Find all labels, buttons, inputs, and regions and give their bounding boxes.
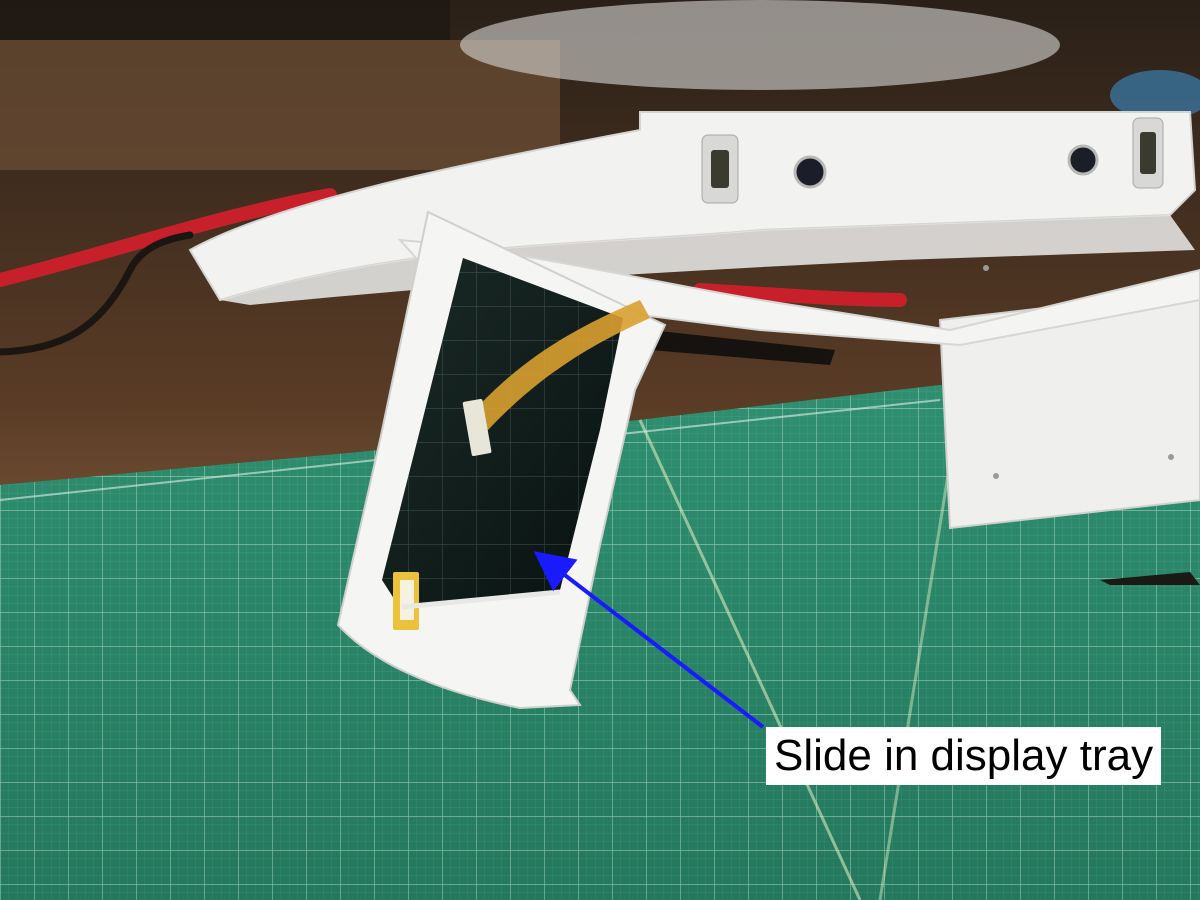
annotation-arrow	[533, 551, 765, 729]
display-bottom-edge	[401, 589, 561, 610]
sensor-right-window	[1140, 132, 1156, 174]
blurred-dark-area	[0, 0, 450, 40]
blurred-blue-object	[1110, 70, 1200, 120]
blurred-shelf	[0, 40, 560, 170]
flex-connector	[462, 398, 492, 456]
red-cable	[0, 188, 337, 287]
annotation-label: Slide in display tray	[766, 727, 1162, 785]
camera-left	[793, 155, 827, 189]
blurred-white-object	[460, 0, 1060, 90]
housing-hole-1	[993, 473, 999, 479]
serial-label-barcode	[400, 580, 414, 620]
flex-cable	[470, 300, 650, 430]
mat-light-line	[638, 419, 862, 900]
screwdriver-tip	[1100, 572, 1200, 585]
sensor-left-window	[711, 150, 729, 188]
red-cable-right	[693, 283, 907, 307]
housing-hole-2	[1168, 454, 1174, 460]
black-pen	[650, 330, 835, 365]
mat-light-line-2	[878, 399, 962, 900]
housing-hole-3	[983, 265, 989, 271]
black-cable	[0, 231, 194, 356]
camera-right	[1067, 144, 1099, 176]
